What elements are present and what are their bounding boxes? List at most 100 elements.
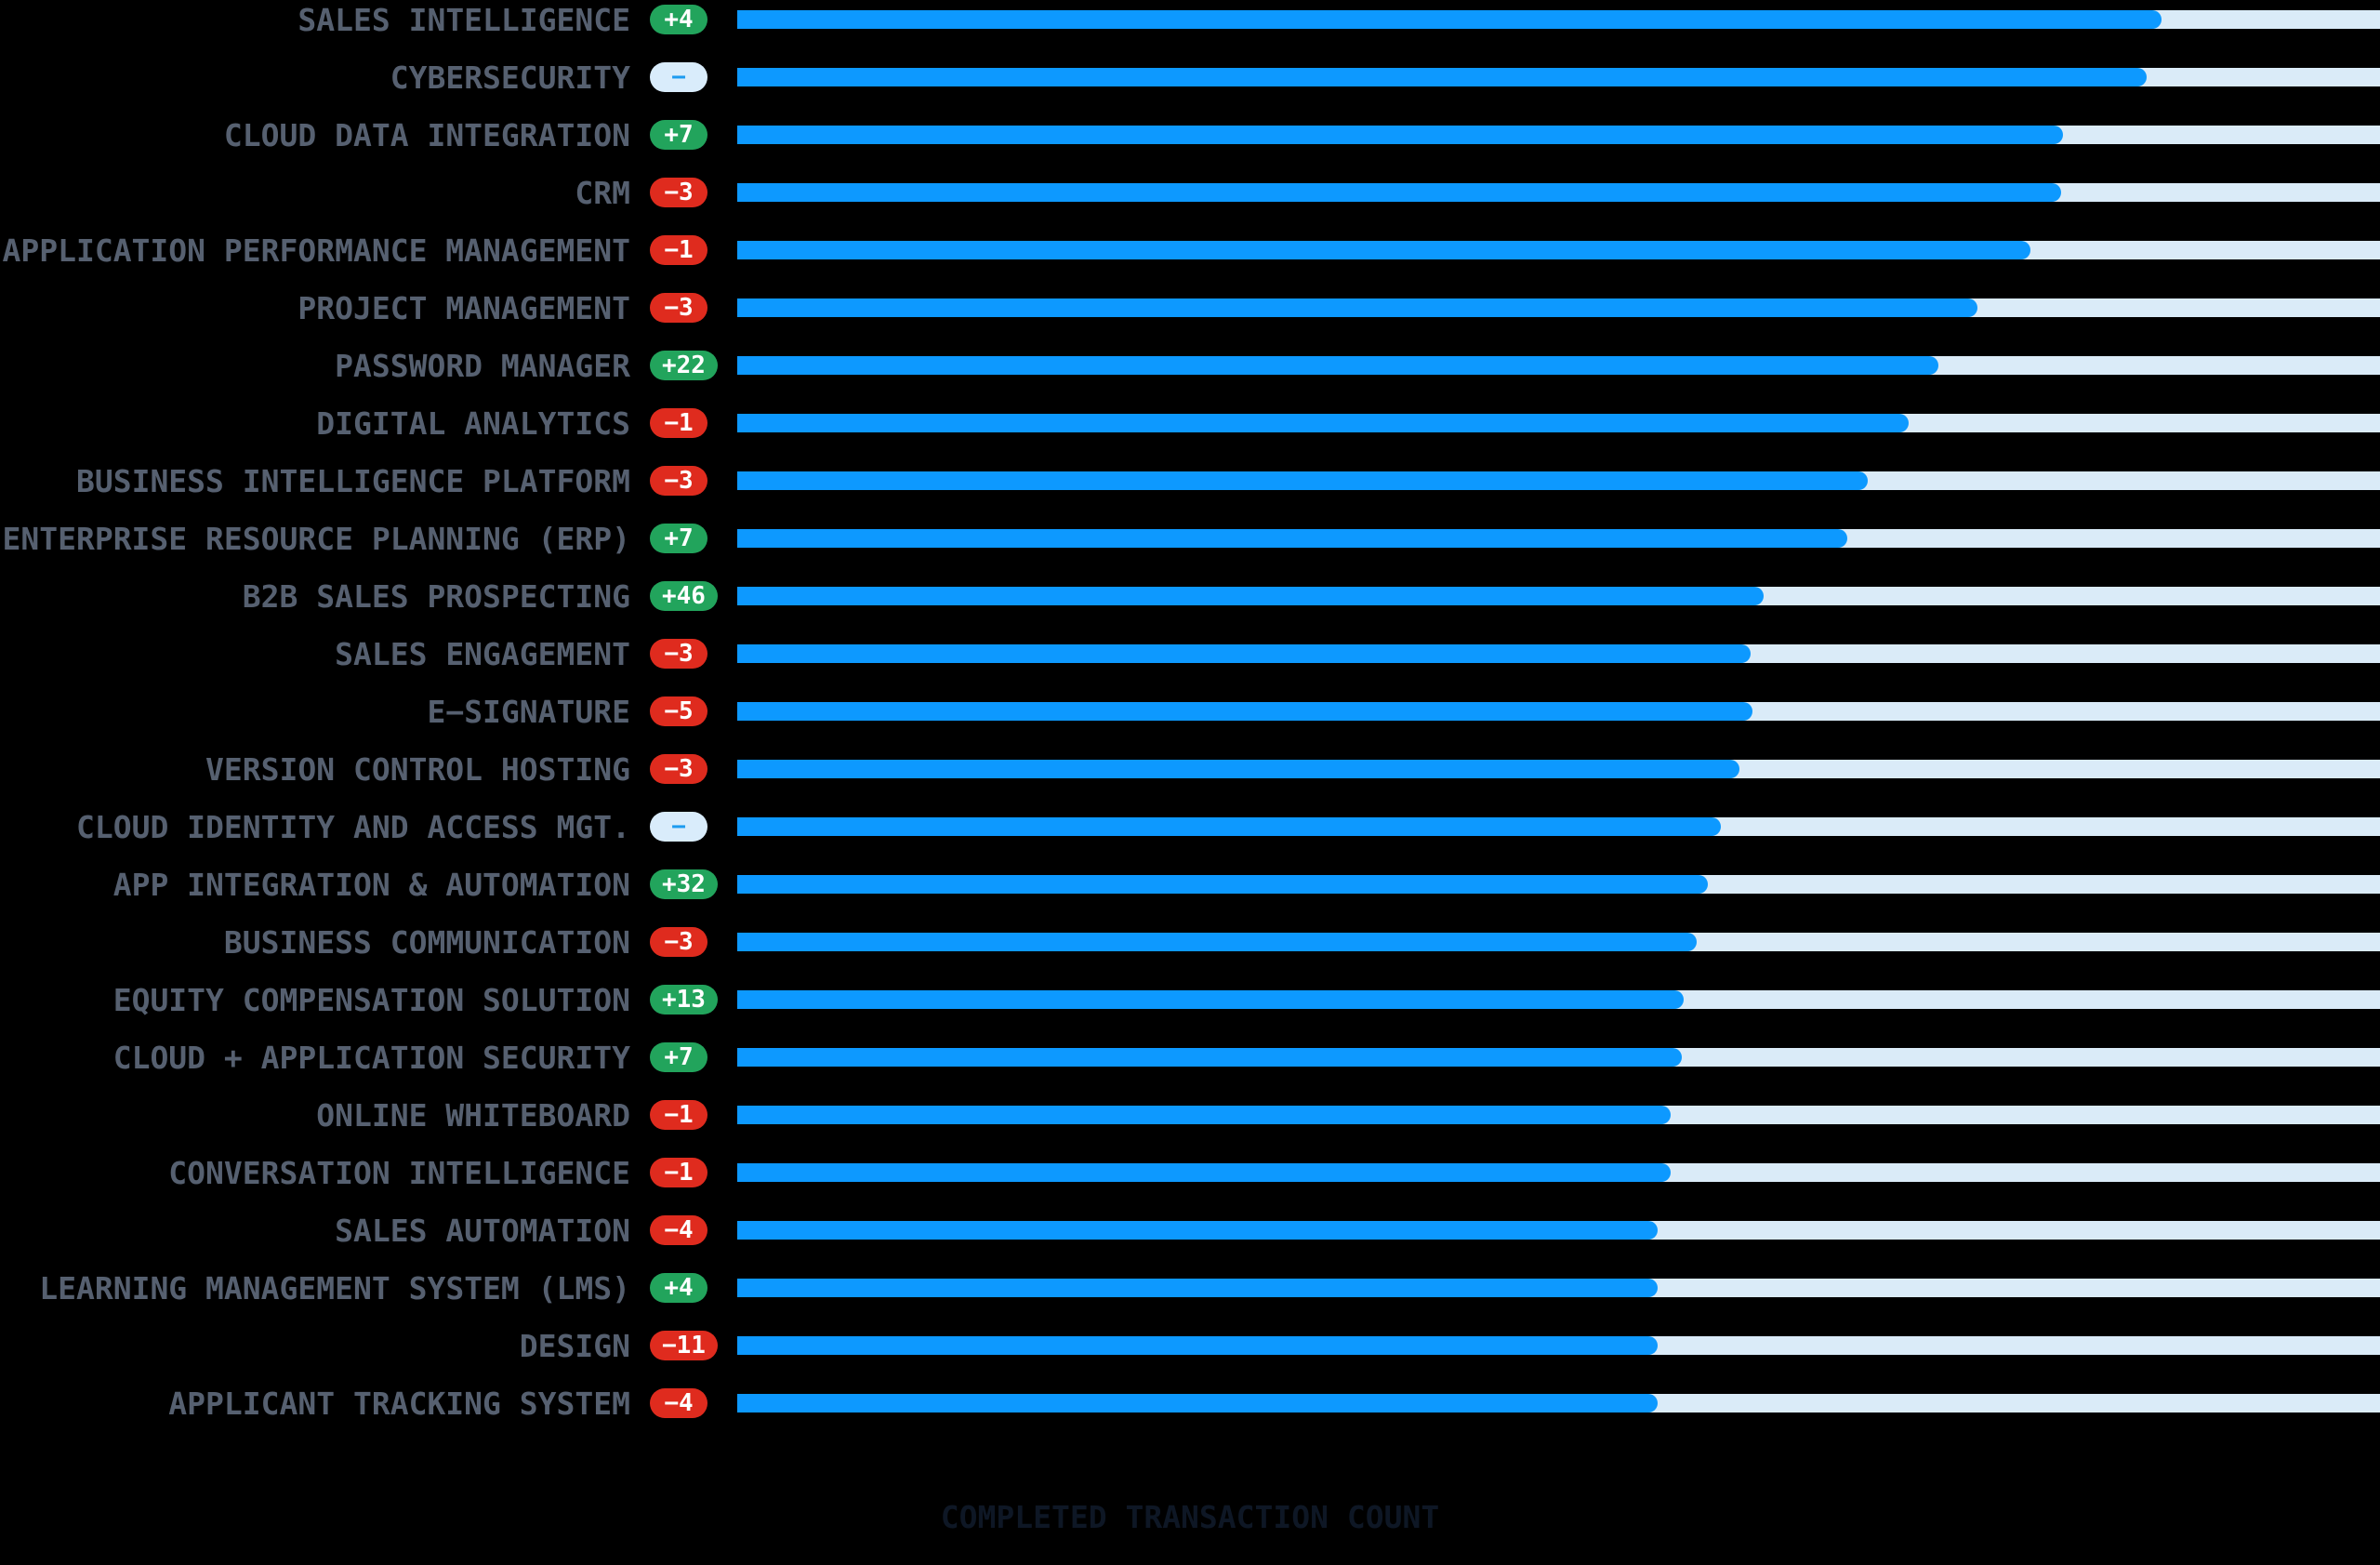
bar-fill bbox=[737, 990, 1684, 1009]
bar-fill bbox=[737, 1106, 1671, 1124]
badge-cell: +13 bbox=[630, 985, 737, 1015]
category-label: EQUITY COMPENSATION SOLUTION bbox=[112, 981, 630, 1018]
chart-row: LEARNING MANAGEMENT SYSTEM (LMS) +4 bbox=[0, 1259, 2380, 1317]
badge-cell: −11 bbox=[630, 1331, 737, 1360]
bar-fill bbox=[737, 817, 1722, 836]
change-badge: − bbox=[650, 812, 707, 842]
category-label: SALES INTELLIGENCE bbox=[298, 1, 630, 38]
bar-track bbox=[737, 875, 2380, 894]
category-label: ENTERPRISE RESOURCE PLANNING (ERP) bbox=[2, 520, 630, 557]
bar-fill bbox=[737, 875, 1709, 894]
category-label: ONLINE WHITEBOARD bbox=[316, 1096, 630, 1134]
bar-cell bbox=[737, 740, 2380, 798]
change-badge: −3 bbox=[650, 466, 707, 496]
bar-fill bbox=[737, 126, 2063, 144]
chart-row: DESIGN −11 bbox=[0, 1317, 2380, 1374]
change-badge: −4 bbox=[650, 1215, 707, 1245]
badge-cell: −3 bbox=[630, 639, 737, 669]
bar-track bbox=[737, 471, 2380, 490]
bar-track bbox=[737, 1279, 2380, 1297]
bar-cell bbox=[737, 1259, 2380, 1317]
bar-track bbox=[737, 644, 2380, 663]
bar-cell bbox=[737, 337, 2380, 394]
bar-cell bbox=[737, 1028, 2380, 1086]
bar-fill bbox=[737, 1336, 1658, 1355]
bar-cell bbox=[737, 221, 2380, 279]
bar-fill bbox=[737, 587, 1765, 605]
change-badge: −3 bbox=[650, 178, 707, 207]
badge-cell: +7 bbox=[630, 120, 737, 150]
change-badge: +7 bbox=[650, 524, 707, 553]
bar-track bbox=[737, 990, 2380, 1009]
change-badge: −1 bbox=[650, 1158, 707, 1187]
badge-cell: +7 bbox=[630, 524, 737, 553]
bar-fill bbox=[737, 702, 1752, 721]
bar-fill bbox=[737, 183, 2062, 202]
change-badge: −3 bbox=[650, 293, 707, 323]
bar-fill bbox=[737, 298, 1978, 317]
bar-cell bbox=[737, 164, 2380, 221]
chart-row: SALES ENGAGEMENT −3 bbox=[0, 625, 2380, 683]
change-badge: +4 bbox=[650, 5, 707, 34]
chart-row: B2B SALES PROSPECTING +46 bbox=[0, 567, 2380, 625]
bar-cell bbox=[737, 1201, 2380, 1259]
chart-row: SALES AUTOMATION −4 bbox=[0, 1201, 2380, 1259]
bar-cell bbox=[737, 0, 2380, 48]
change-badge: +7 bbox=[650, 120, 707, 150]
category-label: APPLICATION PERFORMANCE MANAGEMENT bbox=[2, 232, 630, 269]
category-label: CLOUD + APPLICATION SECURITY bbox=[112, 1039, 630, 1076]
change-badge: +46 bbox=[650, 581, 718, 611]
chart-row: APPLICATION PERFORMANCE MANAGEMENT −1 bbox=[0, 221, 2380, 279]
bar-chart: SALES INTELLIGENCE +4 CYBERSECURITY − CL… bbox=[0, 0, 2380, 1432]
chart-row: CRM −3 bbox=[0, 164, 2380, 221]
bar-track bbox=[737, 68, 2380, 86]
bar-track bbox=[737, 1221, 2380, 1240]
badge-cell: +32 bbox=[630, 869, 737, 899]
change-badge: +4 bbox=[650, 1273, 707, 1303]
bar-cell bbox=[737, 683, 2380, 740]
bar-cell bbox=[737, 279, 2380, 337]
chart-row: ONLINE WHITEBOARD −1 bbox=[0, 1086, 2380, 1144]
chart-row: VERSION CONTROL HOSTING −3 bbox=[0, 740, 2380, 798]
badge-cell: −5 bbox=[630, 696, 737, 726]
chart-row: BUSINESS COMMUNICATION −3 bbox=[0, 913, 2380, 971]
bar-fill bbox=[737, 644, 1752, 663]
category-label: VERSION CONTROL HOSTING bbox=[205, 750, 630, 788]
chart-row: EQUITY COMPENSATION SOLUTION +13 bbox=[0, 971, 2380, 1028]
category-label: LEARNING MANAGEMENT SYSTEM (LMS) bbox=[39, 1269, 630, 1306]
chart-row: PASSWORD MANAGER +22 bbox=[0, 337, 2380, 394]
bar-fill bbox=[737, 68, 2148, 86]
bar-track bbox=[737, 1336, 2380, 1355]
change-badge: +7 bbox=[650, 1042, 707, 1072]
category-label: E−SIGNATURE bbox=[427, 693, 630, 730]
bar-track bbox=[737, 1106, 2380, 1124]
badge-cell: − bbox=[630, 62, 737, 92]
change-badge: −1 bbox=[650, 408, 707, 438]
category-label: SALES AUTOMATION bbox=[335, 1212, 630, 1249]
bar-fill bbox=[737, 241, 2030, 259]
badge-cell: −3 bbox=[630, 293, 737, 323]
bar-track bbox=[737, 241, 2380, 259]
bar-track bbox=[737, 529, 2380, 548]
bar-track bbox=[737, 414, 2380, 432]
bar-cell bbox=[737, 855, 2380, 913]
chart-row: APPLICANT TRACKING SYSTEM −4 bbox=[0, 1374, 2380, 1432]
bar-fill bbox=[737, 529, 1848, 548]
bar-cell bbox=[737, 1086, 2380, 1144]
badge-cell: −1 bbox=[630, 1158, 737, 1187]
change-badge: +32 bbox=[650, 869, 718, 899]
badge-cell: +7 bbox=[630, 1042, 737, 1072]
bar-cell bbox=[737, 798, 2380, 855]
badge-cell: −3 bbox=[630, 178, 737, 207]
category-label: CLOUD IDENTITY AND ACCESS MGT. bbox=[75, 808, 630, 845]
badge-cell: +46 bbox=[630, 581, 737, 611]
x-axis-title: COMPLETED TRANSACTION COUNT bbox=[940, 1499, 1440, 1535]
change-badge: −3 bbox=[650, 639, 707, 669]
badge-cell: −1 bbox=[630, 1100, 737, 1130]
chart-row: APP INTEGRATION & AUTOMATION +32 bbox=[0, 855, 2380, 913]
bar-cell bbox=[737, 1317, 2380, 1374]
bar-fill bbox=[737, 933, 1697, 951]
bar-cell bbox=[737, 48, 2380, 106]
bar-track bbox=[737, 933, 2380, 951]
badge-cell: −1 bbox=[630, 235, 737, 265]
